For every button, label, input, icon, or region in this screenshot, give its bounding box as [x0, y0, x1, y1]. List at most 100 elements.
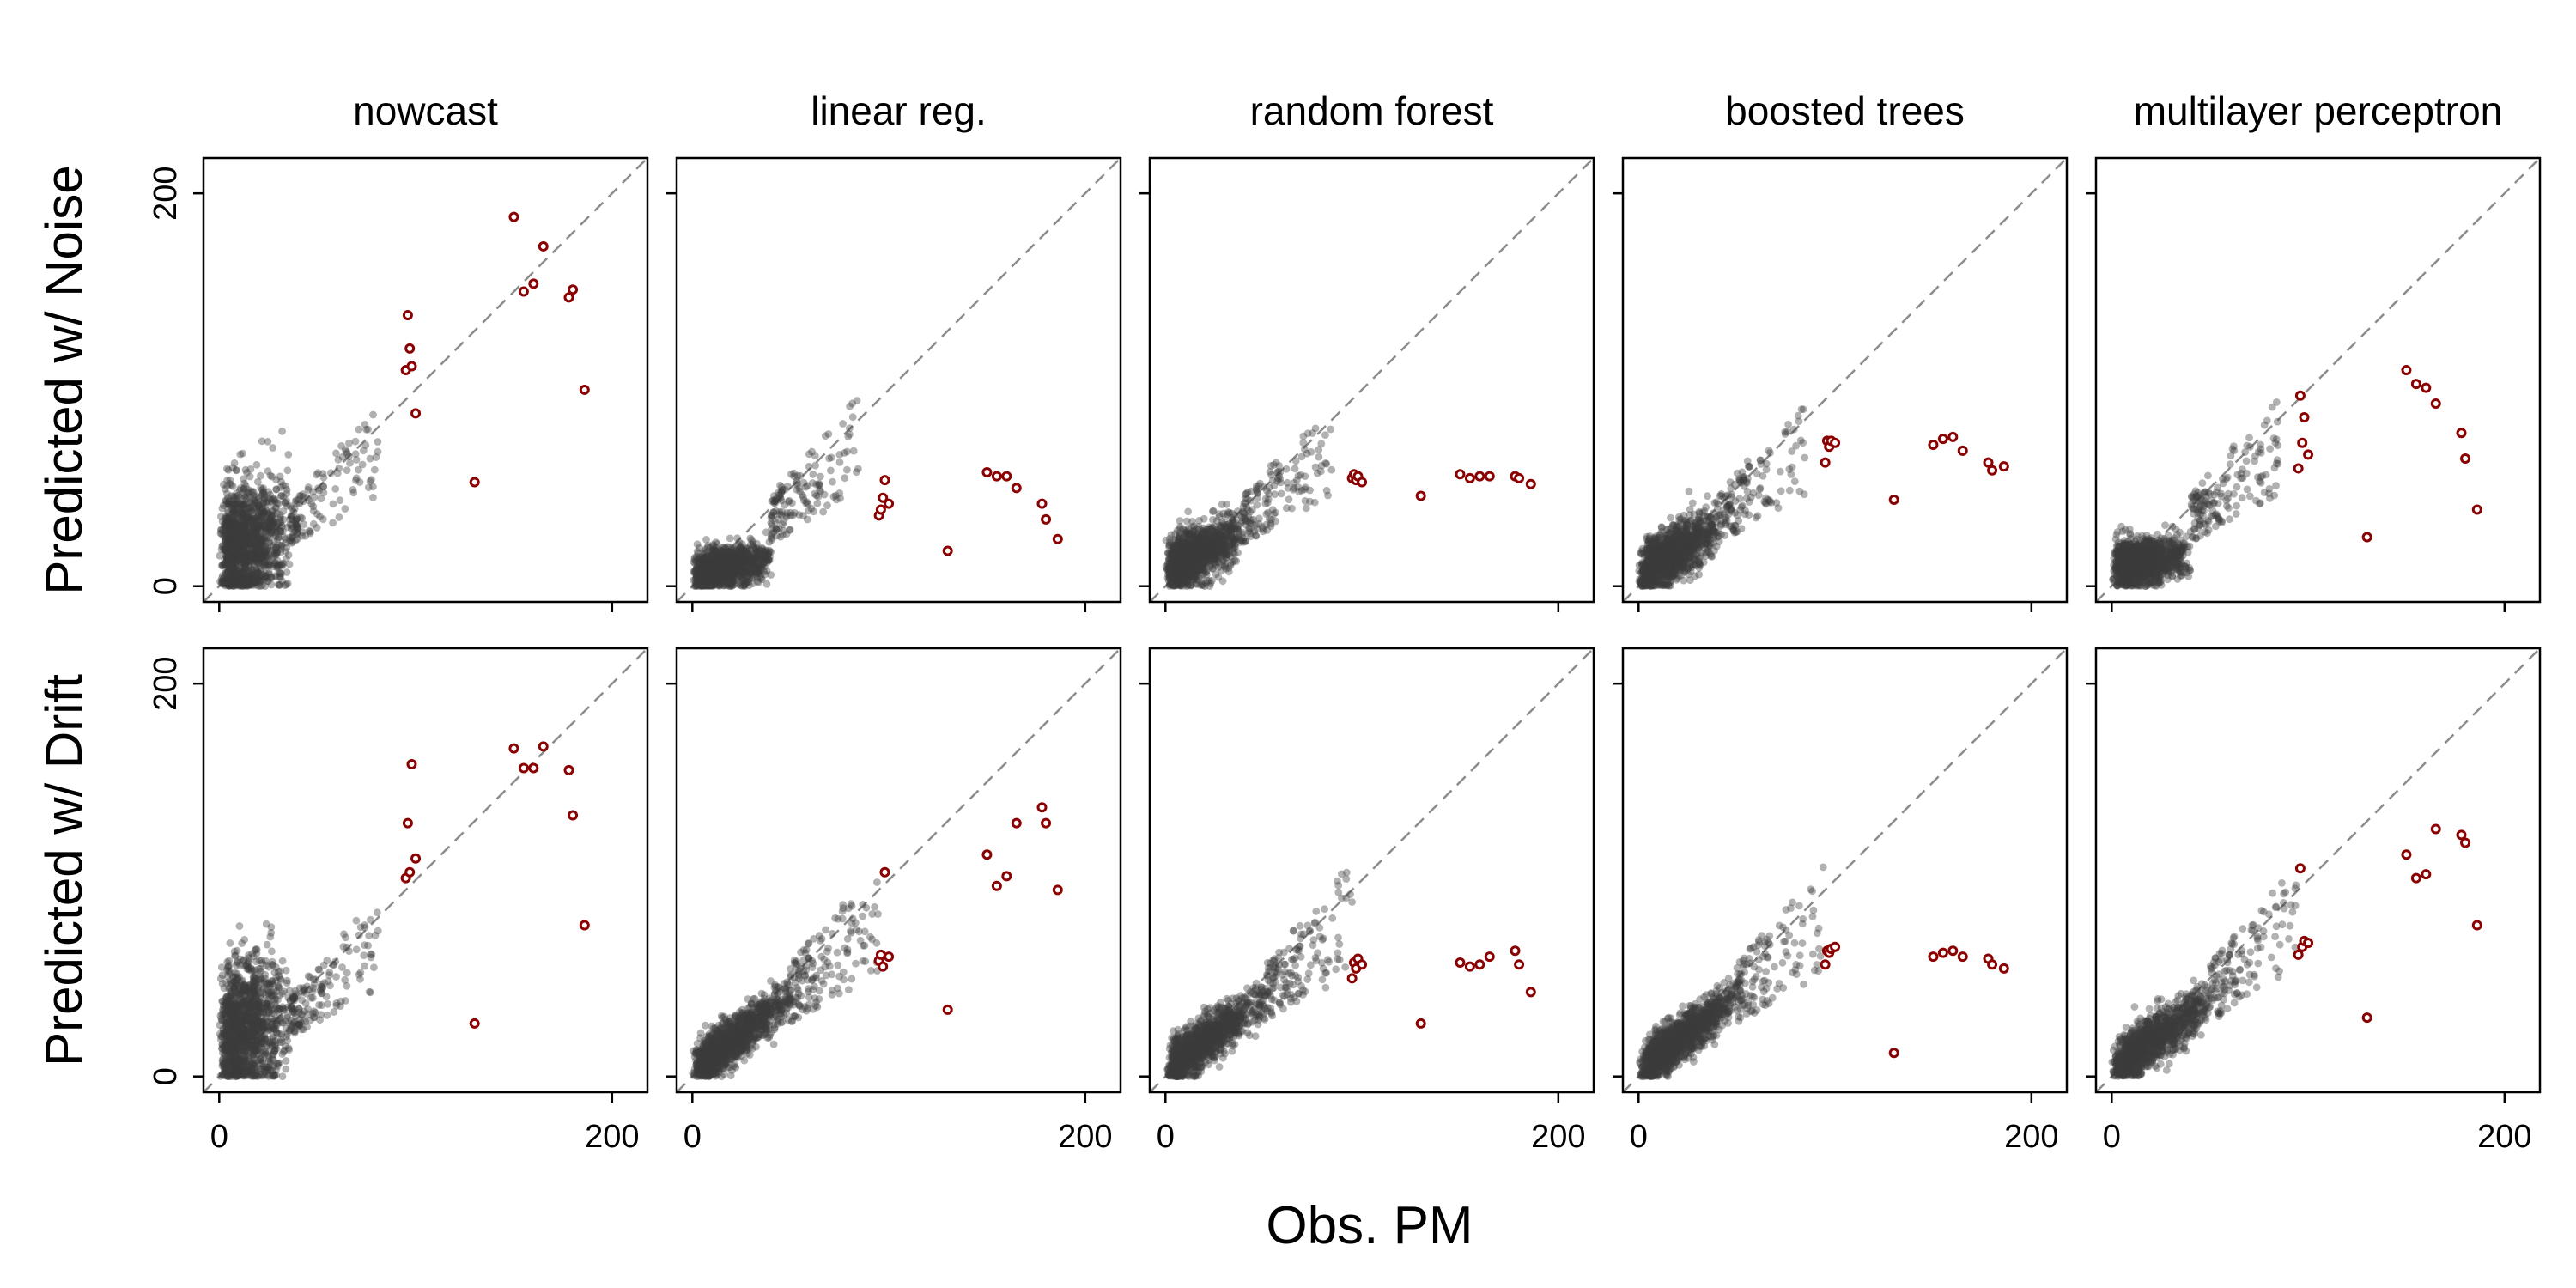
data-point: [243, 492, 251, 501]
data-point: [237, 532, 245, 541]
data-point: [257, 471, 264, 480]
data-point: [714, 561, 722, 569]
data-point: [1301, 472, 1309, 480]
data-point: [218, 561, 227, 568]
data-point: [250, 533, 258, 542]
data-point: [726, 563, 735, 572]
data-point: [703, 562, 711, 570]
data-point: [708, 567, 717, 575]
data-point: [756, 562, 764, 569]
data-point: [261, 559, 270, 568]
data-point: [718, 546, 726, 555]
data-point: [713, 566, 720, 574]
data-point: [283, 523, 292, 532]
data-point: [703, 569, 711, 578]
data-point: [231, 501, 240, 509]
data-point: [222, 516, 231, 525]
data-point: [225, 525, 234, 532]
data-point: [691, 575, 700, 583]
data-point: [255, 501, 264, 509]
data-point: [313, 524, 321, 532]
data-point: [841, 474, 849, 483]
data-point: [740, 548, 749, 556]
data-point: [709, 580, 718, 587]
data-point: [701, 558, 709, 566]
data-point: [765, 548, 774, 556]
data-point: [218, 572, 227, 580]
data-point: [708, 572, 716, 580]
data-point: [255, 546, 264, 554]
data-point: [270, 561, 279, 569]
data-point: [230, 506, 238, 514]
data-point: [805, 507, 812, 515]
data-point: [718, 566, 726, 574]
data-point: [715, 557, 724, 565]
data-point: [758, 561, 767, 568]
data-point: [239, 542, 247, 550]
data-point: [715, 572, 724, 580]
data-point: [734, 568, 743, 577]
data-point: [726, 562, 734, 569]
data-point: [701, 578, 708, 586]
data-point: [708, 572, 717, 580]
data-point: [700, 556, 708, 565]
data-point: [240, 538, 247, 546]
data-point: [707, 551, 715, 559]
data-point: [743, 550, 750, 558]
data-point: [355, 425, 363, 434]
data-point: [240, 558, 248, 567]
data-point: [230, 526, 238, 535]
data-point: [260, 562, 269, 571]
data-point: [715, 577, 723, 586]
data-point: [729, 550, 738, 558]
data-point: [730, 544, 738, 552]
data-point: [1181, 538, 1188, 546]
data-point: [769, 508, 777, 517]
data-point: [710, 572, 719, 580]
data-point: [248, 546, 256, 555]
data-point: [290, 505, 299, 513]
panel: [202, 156, 649, 604]
data-point: [693, 581, 702, 590]
data-point: [703, 568, 711, 576]
data-point: [780, 526, 787, 535]
data-point: [782, 513, 791, 521]
data-point: [740, 555, 749, 563]
data-point: [255, 538, 264, 545]
data-point: [240, 513, 248, 521]
data-point: [699, 571, 708, 579]
data-point: [717, 562, 725, 570]
data-point: [718, 568, 726, 576]
data-point: [283, 486, 291, 494]
data-point: [231, 556, 239, 563]
data-point: [228, 500, 236, 508]
data-point: [235, 535, 244, 543]
data-point: [696, 574, 704, 582]
data-point: [228, 574, 236, 582]
data-point: [749, 556, 757, 564]
data-point: [245, 530, 253, 538]
data-point: [253, 534, 262, 543]
data-point: [231, 580, 240, 589]
data-point: [257, 525, 265, 532]
data-point: [736, 544, 744, 553]
data-point: [726, 552, 735, 560]
data-point: [716, 569, 725, 578]
data-point: [708, 564, 716, 573]
data-point: [245, 581, 252, 589]
data-point: [226, 570, 234, 579]
data-point: [234, 547, 242, 555]
data-point: [249, 580, 257, 587]
data-point: [272, 523, 280, 531]
data-point: [251, 525, 259, 533]
data-point: [749, 567, 756, 574]
data-point: [726, 566, 734, 574]
data-point: [264, 525, 273, 533]
data-point: [708, 574, 716, 582]
data-point: [278, 559, 287, 568]
data-point: [748, 555, 756, 563]
data-point: [256, 550, 264, 558]
data-point: [338, 453, 347, 461]
data-point: [245, 554, 253, 562]
data-point: [736, 556, 744, 564]
